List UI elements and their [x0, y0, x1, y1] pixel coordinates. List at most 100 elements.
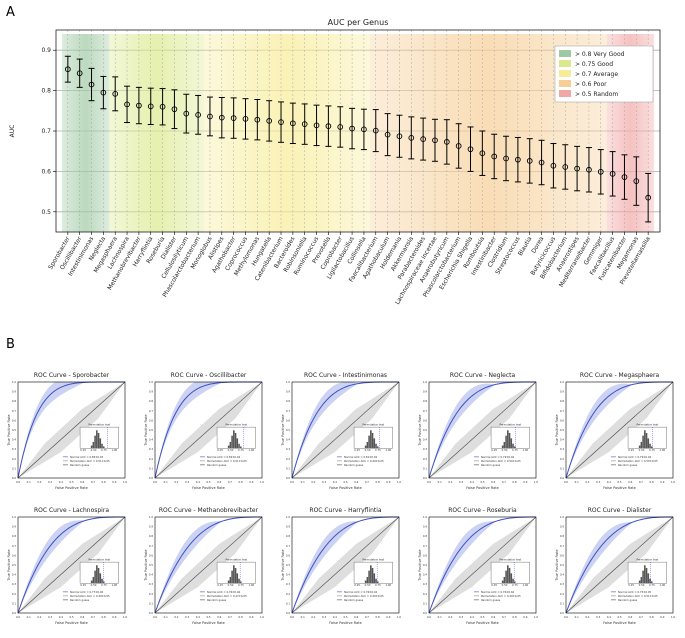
roc-y-tick-label: 0.7: [423, 544, 427, 548]
inset-tick-label: 0.50: [228, 448, 234, 452]
roc-x-tick-label: 0.3: [459, 615, 463, 619]
inset-title: Permutation test: [636, 558, 658, 562]
inset-hist-bar: [366, 576, 369, 584]
roc-y-tick-label: 0.3: [560, 582, 564, 586]
inset-hist-bar: [645, 432, 648, 449]
y-tick-label: 0.5: [41, 209, 51, 216]
inset-hist-bar: [510, 573, 513, 584]
data-point: [290, 120, 296, 127]
roc-frame: [154, 516, 263, 614]
legend-random-guess: Random guess: [70, 598, 90, 602]
roc-y-tick-label: 0.7: [149, 409, 153, 413]
inset-tick-label: 0.50: [502, 583, 508, 587]
inset-hist-bar: [505, 435, 507, 449]
legend-permutation-auc: Permutation AUC = 0.49±0.05: [70, 594, 110, 598]
roc-y-tick-label: 0.0: [12, 476, 16, 480]
roc-x-tick-label: 0.9: [386, 480, 390, 484]
data-point: [515, 156, 521, 163]
data-point: [266, 118, 273, 124]
roc-y-axis-label: True Positive Rate: [7, 414, 11, 446]
roc-x-axis-label: False Positive Rate: [192, 486, 225, 490]
roc-title: ROC Curve - Methanobrevibacter: [159, 507, 259, 514]
legend-random-guess: Random guess: [618, 463, 638, 467]
inset-hist-bar: [638, 580, 641, 584]
roc-x-axis-label: False Positive Rate: [603, 486, 636, 490]
roc-x-tick-label: 0.1: [27, 480, 31, 484]
roc-y-tick-label: 0.5: [286, 428, 290, 432]
roc-x-tick-label: 0.6: [491, 615, 495, 619]
roc-curve: [565, 516, 674, 614]
inset-hist-bar: [645, 567, 648, 584]
data-point: [278, 119, 284, 125]
roc-y-tick-label: 0.1: [286, 466, 290, 470]
roc-y-tick-label: 0.9: [560, 390, 564, 394]
roc-y-axis-label: True Positive Rate: [7, 549, 11, 581]
roc-x-tick-label: 0.7: [639, 480, 643, 484]
inset-hist-bar: [501, 445, 504, 449]
inset-tick-label: 0.25: [80, 448, 86, 452]
roc-x-tick-label: 0.9: [112, 480, 116, 484]
roc-y-tick-label: 0.0: [149, 476, 153, 480]
roc-x-tick-label: 0.0: [153, 480, 157, 484]
data-point: [254, 116, 261, 123]
inset-hist-bar: [508, 432, 511, 449]
roc-y-tick-label: 0.5: [12, 563, 16, 567]
inset-hist-bar: [638, 445, 641, 449]
roc-y-axis-label: True Positive Rate: [281, 414, 285, 446]
data-point: [633, 178, 640, 184]
random-guess-line: [565, 516, 674, 614]
roc-panel: ROC Curve - Neglecta 0.00.0 0.1 0.1 0.2 0.2 0.…: [418, 372, 538, 490]
data-point: [361, 126, 367, 133]
data-point: [503, 155, 509, 162]
roc-x-tick-label: 0.3: [459, 480, 463, 484]
roc-y-tick-label: 0.6: [560, 553, 564, 557]
roc-x-tick-label: 0.5: [69, 615, 73, 619]
roc-frame: [154, 381, 263, 479]
legend-swatch-random: [559, 90, 571, 97]
roc-y-tick-label: 0.0: [286, 611, 290, 615]
roc-x-tick-label: 0.4: [333, 615, 337, 619]
data-point: [124, 101, 130, 108]
inset-title: Permutation test: [636, 423, 658, 427]
inset-hist-bar: [644, 430, 646, 449]
random-guess-line: [17, 516, 126, 614]
roc-x-tick-label: 1.0: [671, 615, 675, 619]
inset-tick-label: 0.75: [238, 448, 244, 452]
roc-y-tick-label: 0.3: [12, 582, 16, 586]
roc-y-axis-label: True Positive Rate: [418, 549, 422, 581]
inset-hist-bar: [510, 438, 513, 449]
inset-hist-bar: [376, 446, 379, 449]
roc-x-tick-label: 0.8: [376, 615, 380, 619]
roc-y-tick-label: 0.3: [12, 447, 16, 451]
data-point: [609, 170, 616, 177]
random-guess-line: [154, 381, 263, 479]
inset-hist-bar: [90, 580, 93, 584]
band-very_good: [61, 34, 110, 232]
roc-y-tick-label: 0.5: [560, 563, 564, 567]
roc-y-tick-label: 1.0: [286, 515, 290, 519]
inset-tick-label: 1.00: [385, 583, 391, 587]
legend-label: > 0.5 Random: [575, 91, 618, 98]
data-point: [136, 102, 142, 109]
roc-x-tick-label: 0.5: [343, 615, 347, 619]
roc-y-tick-label: 0.1: [149, 601, 153, 605]
roc-panel: ROC Curve - Oscillibacter 0.00.0 0.1 0.1 0.2…: [144, 372, 264, 490]
inset-hist-bar: [96, 565, 98, 584]
roc-y-tick-label: 0.0: [12, 611, 16, 615]
inset-hist-bar: [513, 581, 516, 584]
roc-x-tick-label: 0.8: [650, 480, 654, 484]
roc-x-axis-label: False Positive Rate: [329, 621, 362, 625]
roc-x-tick-label: 0.8: [102, 480, 106, 484]
roc-confidence-band: [566, 517, 673, 613]
legend-permutation-auc: Permutation AUC = 0.49±0.05: [344, 594, 384, 598]
roc-x-tick-label: 0.8: [513, 480, 517, 484]
inset-hist-bar: [238, 443, 240, 449]
inset-hist-bar: [101, 578, 103, 584]
y-tick-label: 0.6: [41, 168, 51, 175]
inset-hist-bar: [513, 446, 516, 449]
roc-x-tick-label: 0.9: [249, 615, 253, 619]
data-point: [562, 164, 569, 170]
roc-y-tick-label: 1.0: [560, 515, 564, 519]
legend-label: > 0.75 Good: [575, 61, 613, 68]
roc-x-tick-label: 0.3: [596, 480, 600, 484]
